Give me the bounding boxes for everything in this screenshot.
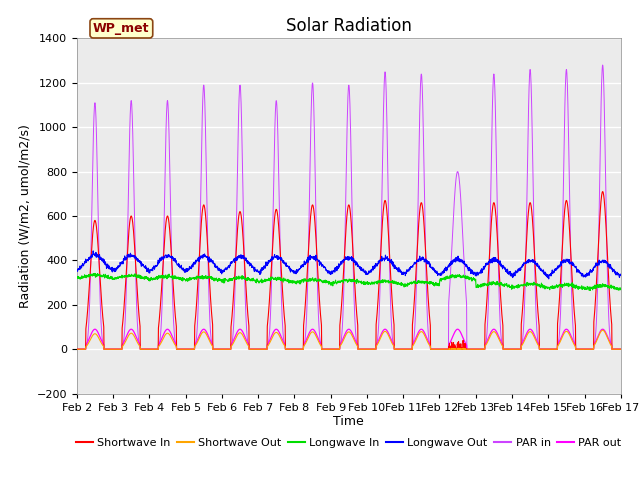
X-axis label: Time: Time	[333, 415, 364, 429]
Text: WP_met: WP_met	[93, 22, 150, 35]
Title: Solar Radiation: Solar Radiation	[286, 17, 412, 36]
Legend: Shortwave In, Shortwave Out, Longwave In, Longwave Out, PAR in, PAR out: Shortwave In, Shortwave Out, Longwave In…	[72, 433, 626, 452]
Y-axis label: Radiation (W/m2, umol/m2/s): Radiation (W/m2, umol/m2/s)	[18, 124, 31, 308]
